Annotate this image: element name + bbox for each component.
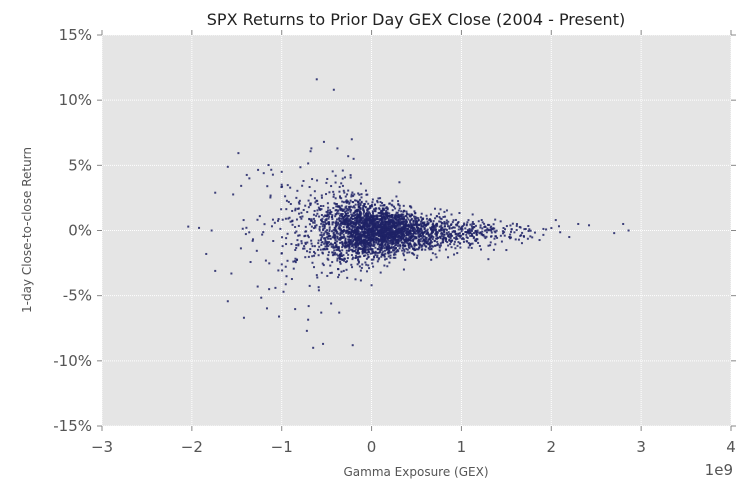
- y-tick-label: 0%: [68, 222, 92, 240]
- y-tick-label: 10%: [59, 91, 92, 109]
- x-axis-ticks: −3 −2 −1 0 1 2 3 4: [91, 30, 736, 456]
- y-axis-label: 1-day Close-to-close Return: [20, 147, 34, 313]
- y-tick-label: 5%: [68, 156, 92, 174]
- y-axis-ticks: 15% 10% 5% 0% -5% -10% -15%: [53, 26, 736, 435]
- x-tick-label: 1: [457, 438, 467, 456]
- chart-title: SPX Returns to Prior Day GEX Close (2004…: [207, 10, 625, 29]
- gridlines: [101, 34, 732, 427]
- data-points: [187, 78, 630, 349]
- x-tick-label: 3: [636, 438, 646, 456]
- x-tick-label: 2: [547, 438, 557, 456]
- x-tick-label: −1: [271, 438, 293, 456]
- x-tick-label: −3: [91, 438, 113, 456]
- x-tick-label: −2: [181, 438, 203, 456]
- y-tick-label: -15%: [53, 417, 92, 435]
- x-axis-offset-label: 1e9: [705, 461, 733, 479]
- x-tick-label: 0: [367, 438, 377, 456]
- y-tick-label: -10%: [53, 352, 92, 370]
- x-tick-label: 4: [726, 438, 736, 456]
- y-tick-label: 15%: [59, 26, 92, 44]
- x-axis-label: Gamma Exposure (GEX): [343, 465, 488, 479]
- y-tick-label: -5%: [63, 287, 92, 305]
